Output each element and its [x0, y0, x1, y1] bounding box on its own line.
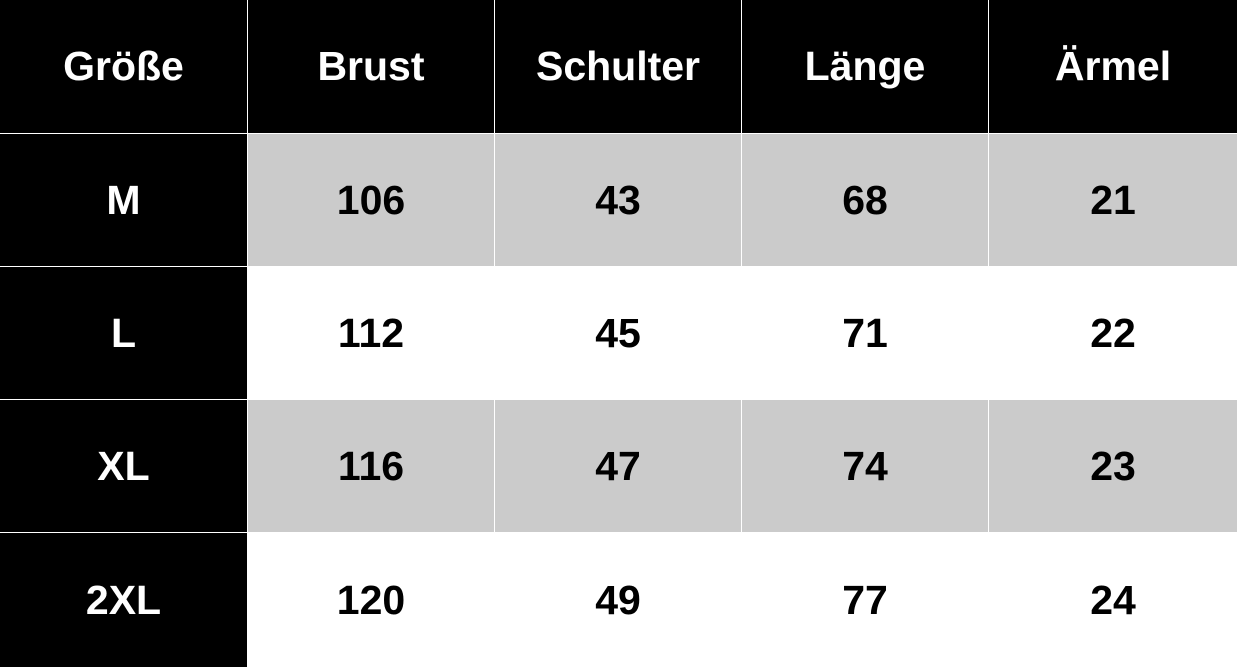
table-cell: 22: [989, 267, 1237, 399]
table-cell: 24: [989, 533, 1237, 667]
table-cell: 74: [742, 400, 988, 532]
size-label-cell: L: [0, 267, 247, 399]
header-cell: Brust: [248, 0, 494, 133]
header-cell: Ärmel: [989, 0, 1237, 133]
table-cell: 21: [989, 134, 1237, 266]
header-cell: Größe: [0, 0, 247, 133]
size-label-cell: XL: [0, 400, 247, 532]
header-cell: Schulter: [495, 0, 741, 133]
table-cell: 77: [742, 533, 988, 667]
table-cell: 23: [989, 400, 1237, 532]
table-cell: 106: [248, 134, 494, 266]
size-label-cell: 2XL: [0, 533, 247, 667]
table-cell: 45: [495, 267, 741, 399]
table-cell: 71: [742, 267, 988, 399]
table-cell: 68: [742, 134, 988, 266]
table-cell: 112: [248, 267, 494, 399]
header-cell: Länge: [742, 0, 988, 133]
table-cell: 120: [248, 533, 494, 667]
table-cell: 43: [495, 134, 741, 266]
table-cell: 49: [495, 533, 741, 667]
size-label-cell: M: [0, 134, 247, 266]
table-cell: 47: [495, 400, 741, 532]
table-cell: 116: [248, 400, 494, 532]
